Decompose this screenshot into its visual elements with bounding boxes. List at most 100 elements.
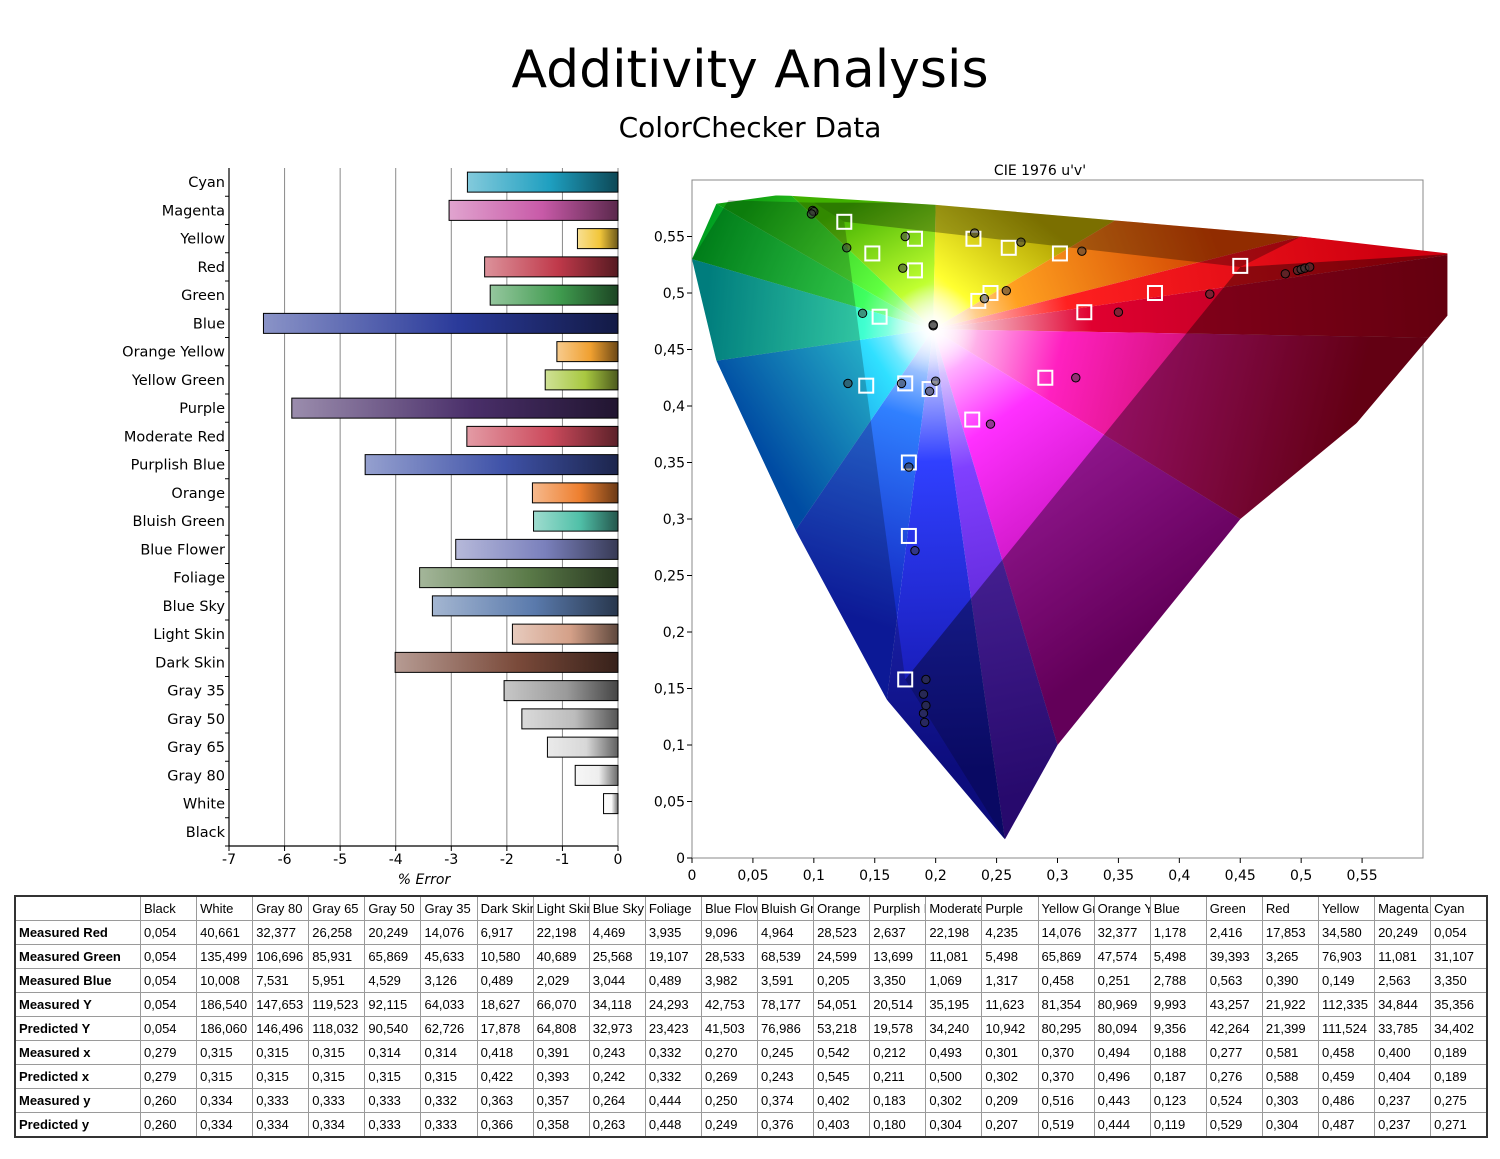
table-cell: 0,314 — [364, 1040, 422, 1065]
table-cell: 42,264 — [1205, 1016, 1263, 1041]
table-cell: 80,969 — [1093, 992, 1151, 1017]
measured-point — [969, 228, 980, 238]
bar-category-label: Green — [181, 288, 225, 304]
table-cell: 0,183 — [869, 1088, 927, 1113]
table-cell: 0,393 — [532, 1064, 590, 1089]
table-row-label: Measured y — [14, 1088, 141, 1113]
table-column-header: Red — [1261, 895, 1319, 921]
table-cell: 32,377 — [1093, 920, 1151, 945]
bar-gray-50 — [521, 708, 619, 730]
bar-x-tick-label: -5 — [333, 852, 347, 868]
table-column-header: Dark Skin — [476, 895, 534, 921]
table-cell: 0,358 — [532, 1112, 590, 1138]
bar-category-label: Gray 65 — [167, 740, 225, 756]
bar-orange — [531, 482, 619, 504]
table-cell: 0,315 — [308, 1040, 366, 1065]
table-cell: 0,260 — [139, 1088, 198, 1113]
table-cell: 0,418 — [476, 1040, 534, 1065]
cie-y-tick-label: 0,05 — [654, 795, 685, 811]
predicted-point — [1232, 257, 1249, 274]
table-cell: 112,335 — [1317, 992, 1376, 1017]
table-cell: 0,332 — [420, 1088, 478, 1113]
table-cell: 0,054 — [139, 968, 198, 993]
table-cell: 0,180 — [869, 1112, 927, 1138]
table-column-header: Gray 35 — [420, 895, 478, 921]
table-cell: 0,400 — [1374, 1040, 1432, 1065]
table-cell: 19,107 — [644, 944, 702, 969]
table-cell: 35,195 — [925, 992, 983, 1017]
table-column-header: Blue — [1149, 895, 1207, 921]
cie-axes: 0 0,05 0,1 0,15 0,2 0,25 0,3 0,35 0,4 0,45 0,5 0,55… — [654, 230, 1378, 885]
table-cell: 0,489 — [476, 968, 534, 993]
table-cell: 10,580 — [476, 944, 534, 969]
table-cell: 0,524 — [1205, 1088, 1263, 1113]
bar-category-label: Gray 80 — [167, 768, 225, 784]
table-cell: 0,315 — [196, 1064, 254, 1089]
table-cell: 0,334 — [196, 1112, 254, 1138]
table-cell: 0,315 — [252, 1040, 310, 1065]
table-cell: 0,054 — [139, 920, 198, 945]
cie-data-points — [806, 205, 1315, 728]
table-cell: 0,333 — [252, 1088, 310, 1113]
cie-x-tick-label: 0,2 — [925, 868, 947, 884]
table-cell: 1,069 — [925, 968, 983, 993]
table-cell: 0,391 — [532, 1040, 590, 1065]
table-cell: 0,212 — [869, 1040, 927, 1065]
table-cell: 41,503 — [700, 1016, 759, 1041]
bar-category-label: Blue Flower — [140, 542, 225, 558]
table-cell: 22,198 — [532, 920, 590, 945]
table-cell: 25,568 — [588, 944, 646, 969]
table-column-header: Green — [1205, 895, 1263, 921]
table-cell: 5,498 — [981, 944, 1039, 969]
table-cell: 0,301 — [981, 1040, 1039, 1065]
table-cell: 0,545 — [813, 1064, 871, 1089]
table-cell: 0,211 — [869, 1064, 927, 1089]
table-cell: 0,516 — [1037, 1088, 1095, 1113]
measured-point — [979, 293, 990, 304]
measured-point — [900, 231, 910, 242]
table-cell: 0,205 — [813, 968, 871, 993]
table-cell: 0,487 — [1317, 1112, 1376, 1138]
table-cell: 0,123 — [1149, 1088, 1207, 1113]
bar-blue-flower — [455, 538, 619, 560]
table-cell: 186,060 — [196, 1016, 254, 1041]
cie-chart-title: CIE 1976 u'v' — [994, 163, 1086, 179]
table-cell: 14,076 — [1037, 920, 1095, 945]
table-cell: 34,844 — [1374, 992, 1432, 1017]
table-cell: 3,350 — [1430, 968, 1488, 993]
bar-category-label: Moderate Red — [124, 429, 225, 445]
table-cell: 0,054 — [139, 944, 198, 969]
cie-y-tick-label: 0,15 — [654, 682, 685, 698]
table-cell: 0,458 — [1317, 1040, 1376, 1065]
table-cell: 17,853 — [1261, 920, 1319, 945]
table-cell: 0,209 — [981, 1088, 1039, 1113]
table-cell: 3,350 — [869, 968, 927, 993]
table-cell: 0,189 — [1430, 1064, 1488, 1089]
table-cell: 0,237 — [1374, 1112, 1432, 1138]
cie-y-tick-label: 0,55 — [654, 230, 685, 246]
table-cell: 0,054 — [1430, 920, 1488, 945]
table-cell: 0,269 — [700, 1064, 759, 1089]
bar-light-skin — [511, 623, 619, 645]
table-column-header: Orange Yel — [1093, 895, 1151, 921]
measured-point — [921, 700, 931, 711]
cie-y-tick-label: 0,2 — [663, 625, 685, 641]
table-cell: 0,422 — [476, 1064, 534, 1089]
table-cell: 118,032 — [308, 1016, 366, 1041]
cie-y-tick-label: 0,35 — [654, 456, 685, 472]
table-cell: 66,070 — [532, 992, 590, 1017]
table-cell: 0,333 — [420, 1112, 478, 1138]
table-cell: 0,404 — [1374, 1064, 1432, 1089]
table-cell: 35,356 — [1430, 992, 1488, 1017]
out-of-gamut-shade — [813, 202, 1302, 267]
measured-point — [1280, 269, 1291, 279]
bar-category-label: Gray 50 — [167, 712, 225, 728]
measured-point — [1071, 373, 1081, 383]
table-cell: 0,314 — [420, 1040, 478, 1065]
table-cell: 146,496 — [252, 1016, 310, 1041]
bar-orange-yellow — [556, 341, 619, 363]
table-cell: 92,115 — [364, 992, 422, 1017]
predicted-point — [1037, 369, 1054, 386]
bar-category-label: Yellow Green — [131, 373, 225, 389]
table-cell: 0,119 — [1149, 1112, 1207, 1138]
